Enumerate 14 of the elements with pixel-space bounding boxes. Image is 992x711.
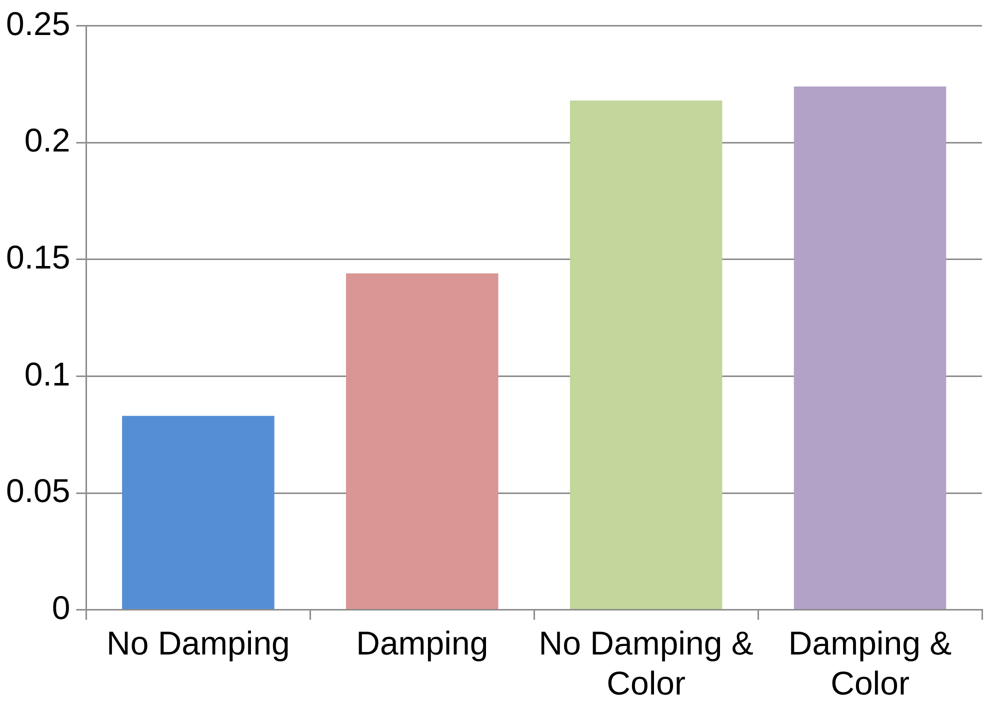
bar (570, 100, 722, 610)
y-tick-label: 0.15 (6, 238, 70, 276)
bar (346, 273, 498, 610)
y-tick-label: 0.1 (24, 355, 70, 392)
y-tick-label: 0.25 (6, 4, 70, 42)
x-tick-label: Damping (356, 624, 488, 662)
y-tick-label: 0.05 (6, 472, 70, 510)
x-tick-label: Damping & Color (788, 624, 952, 702)
y-tick-label: 0.2 (24, 122, 70, 159)
bar (794, 86, 946, 610)
bar (122, 416, 274, 610)
x-tick-label: No Damping & Color (538, 624, 754, 702)
x-tick-label: No Damping (106, 624, 290, 662)
y-tick-label: 0 (52, 588, 70, 626)
